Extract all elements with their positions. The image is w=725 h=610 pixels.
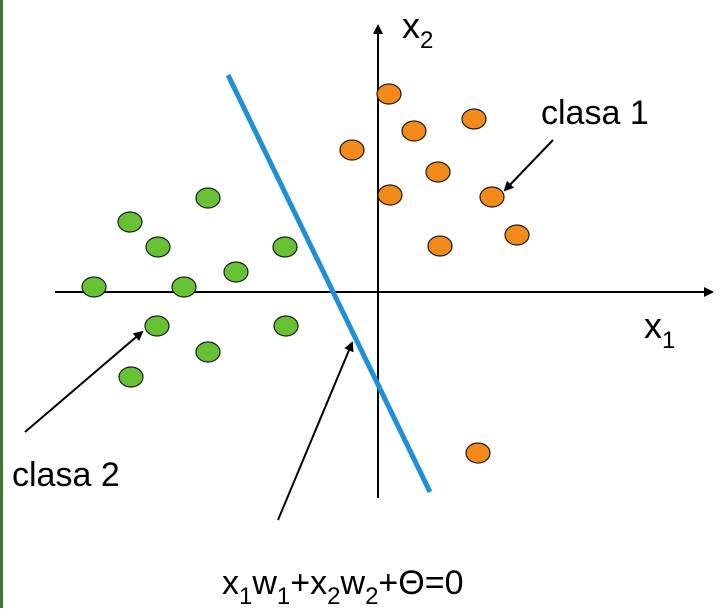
class-2-point (195, 187, 221, 209)
class-1-arrow (503, 139, 554, 192)
class-1-point (479, 186, 505, 208)
equation-arrow (277, 341, 354, 521)
class-2-point (195, 341, 221, 363)
class-2-point (223, 261, 249, 283)
class-1-point (461, 108, 487, 130)
class-1-point (339, 139, 365, 161)
class-2-point (118, 366, 144, 388)
class-1-label: clasa 1 (541, 94, 649, 132)
page-left-edge (0, 0, 3, 608)
class-2-point (272, 236, 298, 258)
decision-boundary-line (225, 73, 433, 494)
boundary-equation: x1w1+x2w2+Θ=0 (222, 564, 464, 610)
label-arrows (24, 139, 554, 521)
class-1-point (465, 442, 491, 464)
data-points (81, 83, 530, 464)
class-1-point (376, 83, 402, 105)
class-2-point (117, 211, 143, 233)
class-2-point (144, 315, 170, 337)
class-2-arrow (24, 330, 144, 433)
class-2-label: clasa 2 (12, 456, 120, 494)
class-1-point (377, 184, 403, 206)
decision-boundary-group (225, 73, 433, 494)
class-2-point (81, 276, 107, 298)
class-2-point (171, 276, 197, 298)
class-1-point (504, 224, 530, 246)
x1-axis-label: x1 (644, 305, 676, 354)
x2-axis-label: x2 (402, 5, 434, 54)
axes (55, 24, 714, 498)
class-1-point (427, 235, 453, 257)
class-2-point (145, 236, 171, 258)
class-2-point (273, 315, 299, 337)
class-1-point (401, 120, 427, 142)
class-1-point (425, 161, 451, 183)
